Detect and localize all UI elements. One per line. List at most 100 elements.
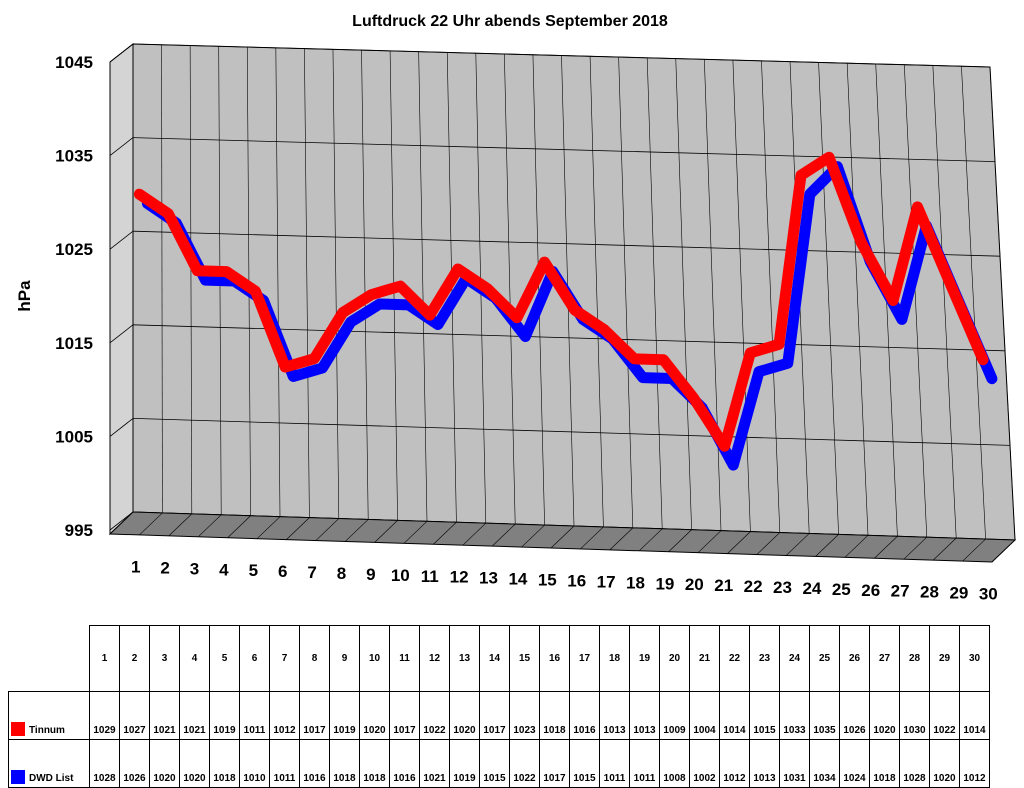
data-point [224, 270, 228, 274]
table-header-cell: 30 [959, 625, 990, 692]
table-header-cell: 21 [689, 625, 720, 692]
table-header-cell: 5 [209, 625, 240, 692]
x-tick-label: 11 [421, 567, 439, 586]
data-table: 1 2 3 4 5 6 7 8 9 10 11 12 13 14 15 16 17 18 19 20 21 22 23 24 2… [8, 625, 990, 788]
data-point [827, 155, 831, 159]
x-tick-label: 30 [979, 585, 998, 604]
wall-column-line [589, 56, 604, 527]
wall-column-line [961, 66, 986, 540]
x-tick-label: 26 [861, 581, 880, 600]
table-cell: 1024 [839, 738, 870, 788]
series-lines [133, 151, 998, 471]
table-cell: 1016 [389, 738, 420, 788]
table-cell: 1018 [869, 738, 900, 788]
gridline [132, 43, 991, 68]
floor-line [315, 518, 340, 541]
floor-line [227, 515, 251, 538]
table-cell: 1022 [509, 738, 540, 788]
floor-line [638, 528, 663, 552]
table-cell: 1021 [149, 690, 180, 740]
data-point [398, 284, 402, 288]
table-cell: 1011 [239, 690, 270, 740]
table-cell: 1011 [599, 738, 630, 788]
table-cell: 1029 [89, 690, 120, 740]
table-row: DWD List 1028 1026 1020 1020 1018 1010 1011 101… [8, 738, 990, 788]
data-point [407, 303, 411, 307]
floor-line [727, 531, 751, 554]
y-tick-label: 1015 [55, 334, 93, 353]
table-cell: 1021 [419, 738, 450, 788]
table-cell: 1016 [299, 738, 330, 788]
table-cell: 1022 [419, 690, 450, 740]
data-point [786, 361, 790, 365]
table-cell: 1012 [959, 738, 990, 788]
floor-line [609, 527, 634, 551]
table-header-cell: 22 [719, 625, 750, 692]
table-header-cell: 24 [779, 625, 810, 692]
table-header-cell: 13 [449, 625, 480, 692]
table-header-cell: 12 [419, 625, 450, 692]
table-cell: 1033 [779, 690, 810, 740]
x-tick-label: 2 [160, 558, 169, 577]
legend-label: Tinnum [29, 724, 65, 736]
floor-line [785, 533, 810, 556]
chart-back-wall [109, 42, 1016, 541]
floor-line [697, 530, 722, 553]
legend-swatch-dwd-list [11, 769, 25, 784]
floor-line [374, 520, 398, 543]
gridline-depth [109, 43, 134, 63]
table-cell: 1020 [149, 738, 180, 788]
legend-label: DWD List [29, 772, 74, 784]
gridline [132, 137, 996, 162]
data-point [320, 366, 324, 370]
table-cell: 1020 [929, 738, 960, 788]
table-cell: 1016 [569, 690, 600, 740]
table-header-cell: 11 [389, 625, 420, 692]
data-point [948, 281, 952, 285]
table-cell: 1017 [389, 690, 420, 740]
data-point [254, 289, 257, 293]
table-cell: 1011 [269, 738, 300, 788]
wall-column-line [275, 47, 281, 517]
table-header-cell: 15 [509, 625, 540, 692]
data-point [349, 320, 353, 324]
table-header-cell: 25 [809, 625, 840, 692]
floor-line [932, 537, 957, 561]
table-cell: 1028 [89, 738, 120, 788]
floor-line [874, 536, 898, 559]
floor-line [580, 526, 604, 550]
data-point [641, 376, 645, 380]
gridline-depth [109, 230, 134, 250]
table-cell: 1026 [839, 690, 870, 740]
table-header-cell: 6 [239, 625, 270, 692]
wall-column-line [675, 58, 692, 530]
table-header-cell: 9 [329, 625, 360, 692]
wall-side [109, 42, 134, 536]
table-cell: 1018 [329, 738, 360, 788]
gridline-depth [109, 418, 134, 437]
data-point [916, 205, 919, 209]
x-tick-label: 6 [278, 562, 287, 581]
series-line-tinnum [133, 151, 989, 452]
x-tick-label: 23 [773, 578, 792, 597]
floor-line [668, 529, 692, 552]
table-cell: 1020 [179, 738, 210, 788]
data-point [341, 311, 345, 314]
floor-line [433, 522, 457, 545]
wall-column-line [818, 62, 839, 535]
data-point [166, 212, 170, 216]
data-point [523, 335, 527, 338]
gridline-depth [109, 137, 134, 156]
table-header-cell: 23 [749, 625, 780, 692]
floor-line [286, 517, 310, 540]
table-cell: 1027 [119, 690, 150, 740]
table-header-cell: 26 [839, 625, 870, 692]
x-axis-ticks: 1 2 3 4 5 6 7 8 9 10 11 12 13 14 15 16 17 18 19 20 21 22 23 24 2… [131, 557, 998, 603]
y-axis-label: hPa [15, 280, 34, 312]
floor-line [815, 534, 839, 557]
floor-line [550, 525, 575, 549]
data-point [777, 342, 781, 346]
wall-column-line [704, 59, 722, 531]
table-cell: 1018 [359, 738, 390, 788]
wall-column-line [646, 57, 663, 529]
